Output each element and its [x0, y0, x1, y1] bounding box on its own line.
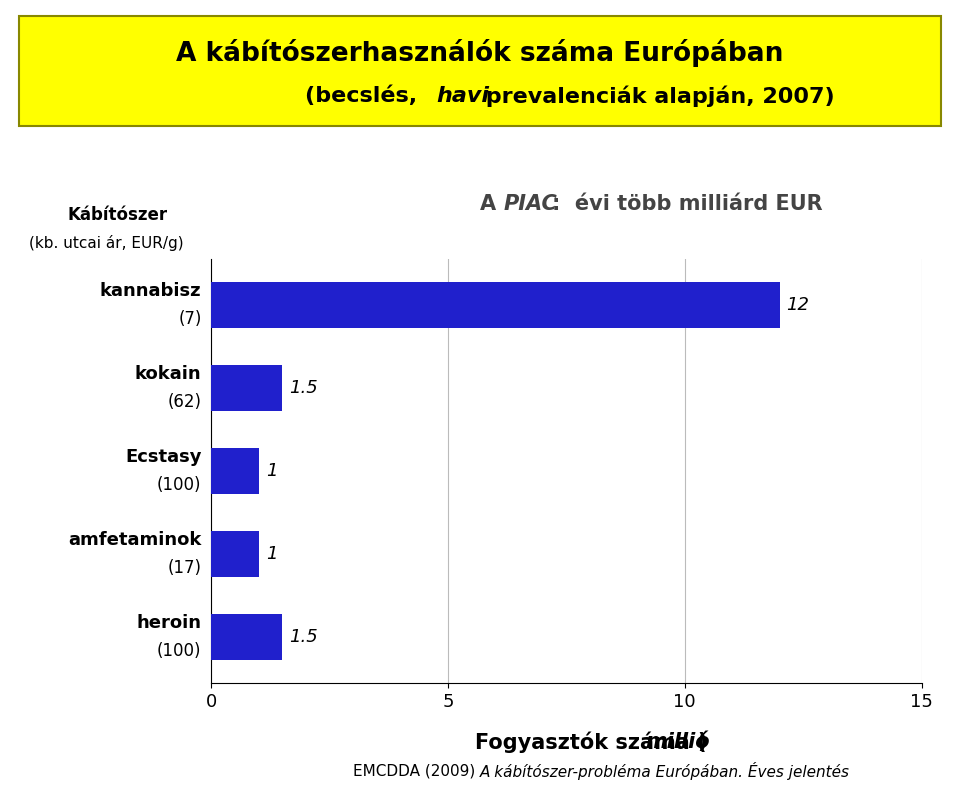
Text: Fogyasztók száma (: Fogyasztók száma ( — [475, 731, 707, 753]
Text: Kábítószer: Kábítószer — [67, 206, 167, 224]
Text: (7): (7) — [179, 310, 202, 328]
Bar — [211, 282, 780, 327]
Text: amfetaminok: amfetaminok — [68, 531, 202, 549]
Text: (17): (17) — [168, 559, 202, 577]
Text: Fogyasztók száma (millió): Fogyasztók száma (millió) — [414, 731, 719, 753]
Text: (becslés,: (becslés, — [305, 86, 425, 106]
Text: kannabisz: kannabisz — [100, 282, 202, 300]
Text: Ecstasy: Ecstasy — [125, 448, 202, 466]
Bar — [211, 531, 258, 577]
Text: :  évi több milliárd EUR: : évi több milliárd EUR — [552, 194, 823, 214]
Text: A: A — [480, 194, 503, 214]
Text: (kb. utcai ár, EUR/g): (kb. utcai ár, EUR/g) — [29, 236, 183, 251]
Text: ): ) — [697, 732, 707, 752]
Text: A kábítószerhasználók száma Európában: A kábítószerhasználók száma Európában — [177, 38, 783, 67]
Text: A kábítószer-probléma Európában. Éves jelentés: A kábítószer-probléma Európában. Éves je… — [480, 762, 850, 780]
Text: EMCDDA (2009): EMCDDA (2009) — [353, 763, 480, 779]
Text: 1: 1 — [266, 462, 277, 480]
Text: (100): (100) — [157, 642, 202, 660]
Text: 1.5: 1.5 — [289, 379, 318, 397]
Text: 12: 12 — [786, 296, 809, 314]
Text: PIAC: PIAC — [504, 194, 558, 214]
Bar — [211, 365, 282, 411]
Text: (100): (100) — [157, 476, 202, 494]
Text: havi: havi — [437, 86, 490, 106]
Text: 1: 1 — [266, 545, 277, 563]
Text: kokain: kokain — [135, 365, 202, 383]
Text: millió: millió — [645, 732, 709, 752]
Text: heroin: heroin — [136, 614, 202, 632]
Text: prevalenciák alapján, 2007): prevalenciák alapján, 2007) — [478, 85, 834, 107]
Text: (becslés, havi prevalenciák alapján, 2007): (becslés, havi prevalenciák alapján, 200… — [215, 85, 745, 107]
Bar — [211, 448, 258, 494]
Bar — [211, 615, 282, 660]
Text: 1.5: 1.5 — [289, 628, 318, 646]
Text: (62): (62) — [168, 393, 202, 411]
